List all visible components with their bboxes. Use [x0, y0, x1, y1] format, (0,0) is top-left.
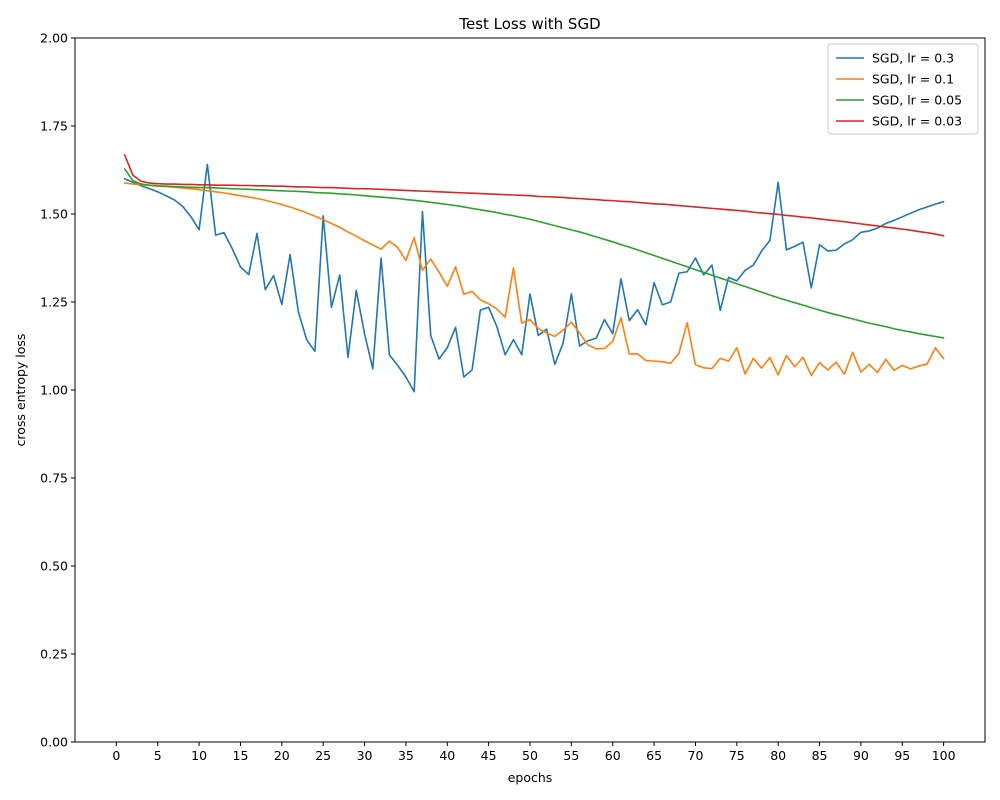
x-tick-label: 85 [812, 748, 828, 763]
series-line-2 [123, 168, 945, 339]
y-axis-label: cross entropy loss [13, 334, 28, 447]
x-axis-label: epochs [508, 770, 553, 785]
x-tick-label: 15 [233, 748, 249, 763]
plot-frame [74, 37, 986, 743]
series-line-0 [123, 163, 945, 393]
series-line-3 [123, 154, 945, 237]
x-tick-label: 25 [315, 748, 331, 763]
y-tick-label: 1.75 [40, 119, 68, 134]
x-tick-label: 55 [563, 748, 579, 763]
x-tick-label: 60 [605, 748, 621, 763]
y-tick-label: 0.50 [40, 559, 68, 574]
x-tick-label: 80 [770, 748, 786, 763]
y-tick-label: 2.00 [40, 31, 68, 46]
x-tick-label: 100 [932, 748, 956, 763]
legend: SGD, lr = 0.3 SGD, lr = 0.1 SGD, lr = 0.05… [827, 43, 979, 135]
y-tick-label: 1.00 [40, 383, 68, 398]
x-tick-label: 70 [688, 748, 704, 763]
x-tick-label: 50 [522, 748, 538, 763]
legend-label-3: SGD, lr = 0.03 [872, 114, 962, 129]
chart-title: Test Loss with SGD [458, 15, 600, 33]
y-tick-label: 0.75 [40, 471, 68, 486]
x-tick-label: 90 [853, 748, 869, 763]
x-tick-label: 10 [191, 748, 207, 763]
legend-label-0: SGD, lr = 0.3 [872, 51, 954, 66]
x-tick-label: 45 [481, 748, 497, 763]
series-layer [123, 154, 945, 393]
legend-label-2: SGD, lr = 0.05 [872, 93, 962, 108]
x-tick-label: 95 [894, 748, 910, 763]
y-tick-label: 0.00 [40, 735, 68, 750]
x-tick-label: 20 [274, 748, 290, 763]
y-tick-label: 1.50 [40, 207, 68, 222]
y-axis-ticks: 0.00 0.25 0.50 0.75 1.00 1.25 1.50 1.75 2.00 [40, 31, 75, 750]
legend-box [827, 43, 979, 135]
x-axis-ticks: 0 5 10 15 20 25 30 35 40 45 50 55 60 65 70 75 80 85 90 95 10… [112, 742, 956, 763]
y-tick-label: 0.25 [40, 647, 68, 662]
x-tick-label: 0 [112, 748, 120, 763]
series-line-1 [123, 182, 945, 377]
legend-label-1: SGD, lr = 0.1 [872, 72, 954, 87]
x-tick-label: 65 [646, 748, 662, 763]
x-tick-label: 5 [154, 748, 162, 763]
x-tick-label: 30 [357, 748, 373, 763]
y-tick-label: 1.25 [40, 295, 68, 310]
x-tick-label: 75 [729, 748, 745, 763]
x-tick-label: 40 [439, 748, 455, 763]
x-tick-label: 35 [398, 748, 414, 763]
